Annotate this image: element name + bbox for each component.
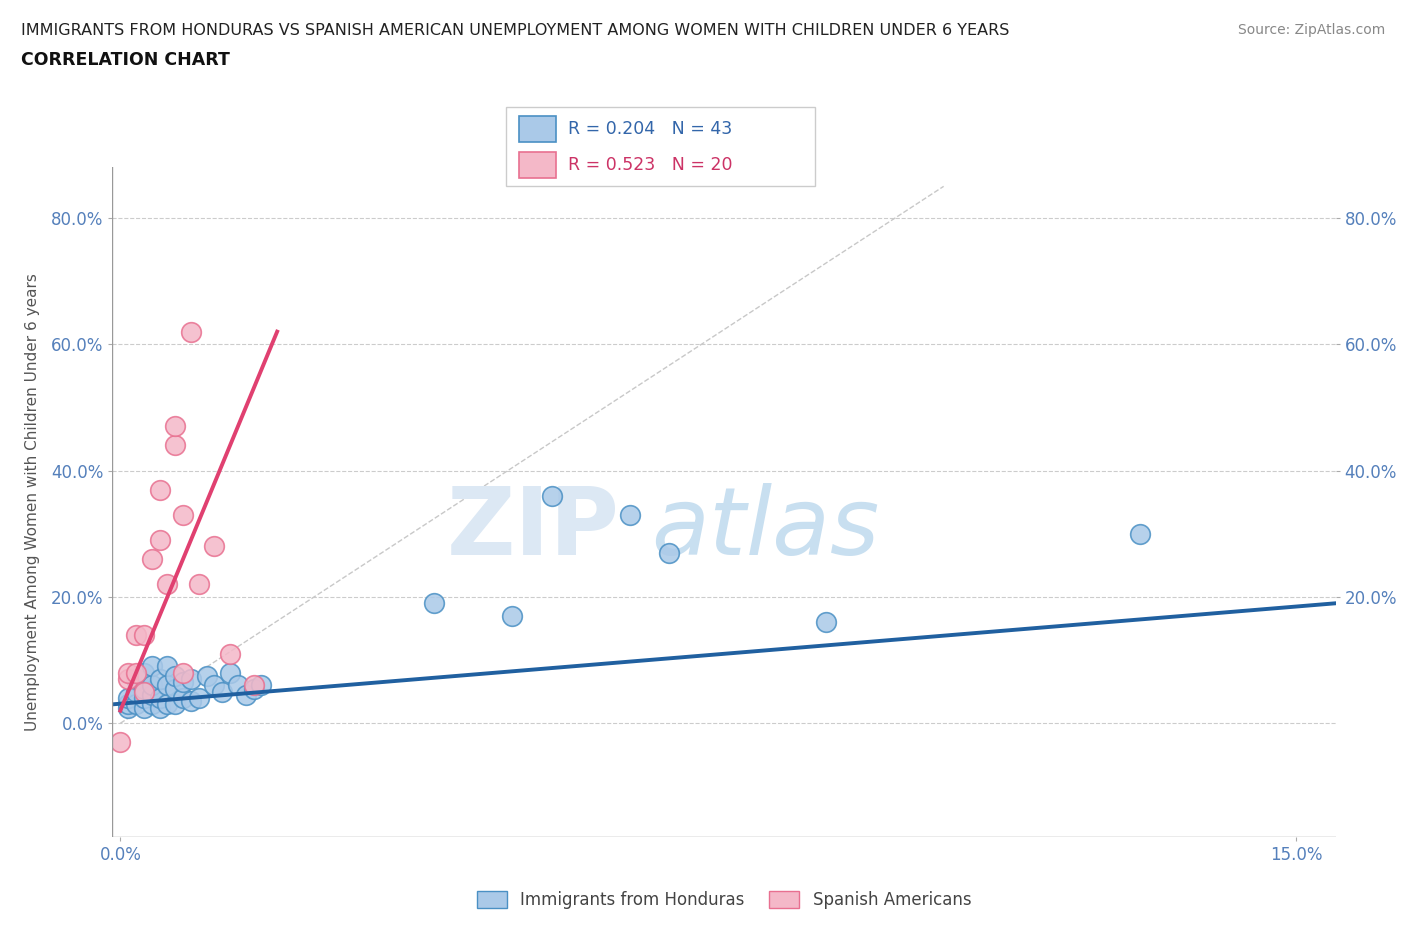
Point	[423, 596, 446, 611]
Text: atlas: atlas	[651, 484, 879, 575]
Point	[141, 697, 163, 711]
Point	[165, 438, 187, 453]
Point	[1129, 526, 1152, 541]
Point	[141, 678, 163, 693]
Point	[219, 646, 242, 661]
Point	[180, 694, 202, 709]
Point	[141, 551, 163, 566]
Point	[211, 684, 233, 699]
Point	[501, 608, 523, 623]
Point	[658, 545, 681, 560]
Text: R = 0.523   N = 20: R = 0.523 N = 20	[568, 155, 733, 174]
Text: Source: ZipAtlas.com: Source: ZipAtlas.com	[1237, 23, 1385, 37]
Point	[187, 577, 209, 591]
Point	[180, 325, 202, 339]
Text: IMMIGRANTS FROM HONDURAS VS SPANISH AMERICAN UNEMPLOYMENT AMONG WOMEN WITH CHILD: IMMIGRANTS FROM HONDURAS VS SPANISH AMER…	[21, 23, 1010, 38]
Point	[148, 533, 170, 548]
Point	[148, 482, 170, 497]
Point	[187, 691, 209, 706]
Legend: Immigrants from Honduras, Spanish Americans: Immigrants from Honduras, Spanish Americ…	[470, 884, 979, 916]
Point	[132, 684, 155, 699]
Point	[204, 539, 226, 554]
Text: ZIP: ZIP	[447, 483, 620, 575]
Point	[242, 681, 264, 696]
Point	[132, 628, 155, 643]
FancyBboxPatch shape	[506, 107, 815, 186]
Point	[815, 615, 838, 630]
Point	[619, 508, 641, 523]
Y-axis label: Unemployment Among Women with Children Under 6 years: Unemployment Among Women with Children U…	[25, 273, 39, 731]
Point	[132, 700, 155, 715]
Point	[148, 671, 170, 686]
Point	[242, 678, 264, 693]
Point	[125, 628, 148, 643]
Point	[141, 687, 163, 702]
Point	[156, 697, 179, 711]
Point	[250, 678, 273, 693]
Point	[125, 671, 148, 686]
Point	[125, 684, 148, 699]
Point	[172, 508, 194, 523]
Point	[226, 678, 249, 693]
Point	[117, 671, 139, 686]
Point	[165, 681, 187, 696]
Point	[165, 418, 187, 433]
Point	[148, 691, 170, 706]
Point	[172, 665, 194, 680]
Point	[156, 659, 179, 674]
FancyBboxPatch shape	[519, 152, 555, 179]
Point	[235, 687, 257, 702]
Point	[117, 691, 139, 706]
Point	[132, 681, 155, 696]
Point	[141, 659, 163, 674]
Point	[219, 665, 242, 680]
Text: CORRELATION CHART: CORRELATION CHART	[21, 51, 231, 69]
Point	[117, 697, 139, 711]
Point	[540, 488, 562, 503]
Point	[172, 691, 194, 706]
Point	[117, 665, 139, 680]
Point	[180, 671, 202, 686]
Point	[165, 697, 187, 711]
Point	[195, 669, 218, 684]
Point	[125, 697, 148, 711]
Point	[110, 735, 132, 750]
Point	[148, 700, 170, 715]
Point	[117, 700, 139, 715]
Point	[156, 577, 179, 591]
Point	[132, 691, 155, 706]
Point	[132, 665, 155, 680]
Point	[156, 678, 179, 693]
Point	[165, 669, 187, 684]
Text: R = 0.204   N = 43: R = 0.204 N = 43	[568, 120, 733, 138]
Point	[172, 675, 194, 690]
Point	[204, 678, 226, 693]
Point	[125, 665, 148, 680]
FancyBboxPatch shape	[519, 115, 555, 141]
